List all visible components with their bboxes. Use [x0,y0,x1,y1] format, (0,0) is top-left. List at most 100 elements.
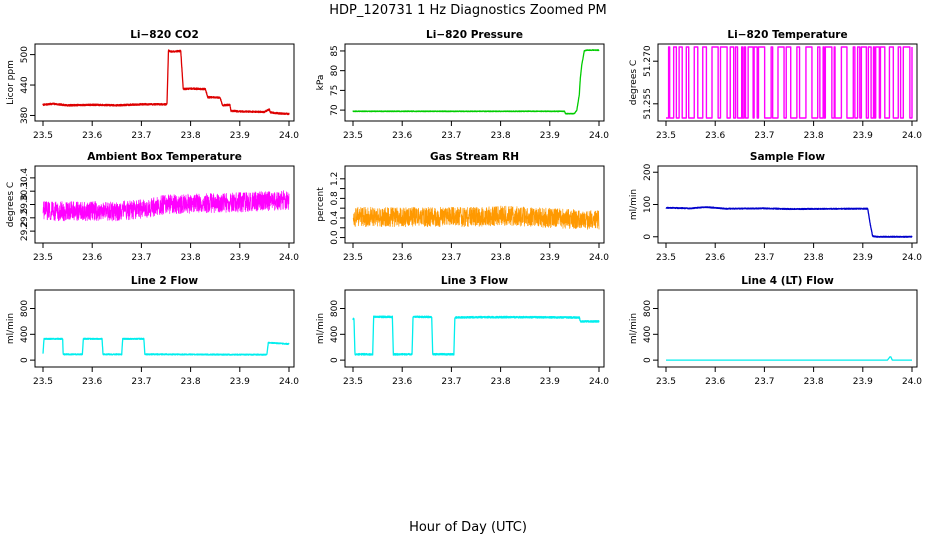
plot-frame [657,289,918,368]
y-tick-label: 0 [20,357,30,363]
y-axis-label: degrees C [6,182,16,227]
y-tick-label: 0.8 [330,191,340,206]
panel-title: Line 3 Flow [441,275,508,287]
x-tick-label: 23.6 [392,253,412,263]
y-axis-label: Licor ppm [6,60,16,105]
y-tick-label: 29.8 [20,194,30,214]
chart-panel-5: Gas Stream RH 23.5 23.6 23.7 23.8 23.9 24.0 0.0… [316,151,609,263]
x-tick-label: 24.0 [902,253,922,263]
series-line [666,46,913,119]
panel-title: Line 4 (LT) Flow [741,275,834,287]
y-tick-label: 500 [20,46,30,63]
y-tick-label: 80 [330,65,340,77]
panel-title: Line 2 Flow [131,275,198,287]
x-tick-label: 23.7 [441,131,461,141]
x-tick-label: 23.9 [853,377,873,387]
y-axis-label: kPa [316,75,326,91]
x-tick-label: 23.8 [491,131,511,141]
x-tick-label: 23.9 [540,253,560,263]
y-tick-label: 800 [20,300,30,317]
y-axis-label: ml/min [629,189,639,220]
y-tick-label: 30.1 [20,181,30,201]
x-tick-label: 23.9 [230,253,250,263]
panel-title: Li−820 Pressure [426,29,523,41]
x-tick-label: 23.5 [656,131,676,141]
x-tick-label: 23.7 [131,253,151,263]
y-tick-label: 0 [330,357,340,363]
chart-panel-1: Li−820 CO2 23.5 23.6 23.7 23.8 23.9 24.0 380 440… [6,29,299,141]
panel-title: Li−820 Temperature [727,29,847,41]
panel-title: Gas Stream RH [430,151,519,163]
x-tick-label: 23.8 [181,253,201,263]
y-tick-label: 0 [643,234,653,240]
series-line [352,205,600,230]
plot-frame [34,289,295,368]
series-line [352,49,600,115]
y-tick-label: 85 [330,45,340,56]
x-tick-label: 23.6 [82,377,102,387]
y-tick-label: 800 [643,300,653,317]
series-line [352,315,600,356]
x-tick-label: 23.8 [491,253,511,263]
chart-panel-4: Ambient Box Temperature 23.5 23.6 23.7 23.8 2… [6,151,299,263]
plot-frame [344,43,605,122]
plot-frame [344,165,605,244]
y-tick-label: 51.255 [643,88,653,120]
y-tick-label: 51.270 [643,45,653,77]
y-tick-label: 70 [330,104,340,116]
x-tick-label: 23.8 [804,377,824,387]
x-tick-label: 23.9 [853,131,873,141]
x-tick-label: 23.7 [754,131,774,141]
x-tick-label: 23.9 [230,377,250,387]
x-tick-label: 23.8 [491,377,511,387]
series-line [42,49,290,116]
panel-title: Ambient Box Temperature [87,151,242,163]
y-axis-label: ml/min [316,313,326,344]
x-tick-label: 23.5 [33,131,53,141]
figure-title: HDP_120731 1 Hz Diagnostics Zoomed PM [329,3,607,18]
x-tick-label: 24.0 [902,131,922,141]
x-tick-label: 24.0 [589,131,609,141]
y-tick-label: 800 [330,300,340,317]
plot-frame [34,43,295,122]
y-tick-label: 0 [643,357,653,363]
x-tick-label: 23.9 [540,377,560,387]
x-tick-label: 23.6 [392,377,412,387]
x-tick-label: 24.0 [589,253,609,263]
x-tick-label: 23.5 [656,253,676,263]
x-tick-label: 23.5 [656,377,676,387]
x-tick-label: 23.9 [230,131,250,141]
y-tick-label: 400 [643,325,653,342]
y-axis-label: ml/min [6,313,16,344]
plot-frame [657,43,918,122]
x-tick-label: 24.0 [902,377,922,387]
series-line [665,206,913,238]
plot-frame [657,165,918,244]
chart-panel-9: Line 4 (LT) Flow 23.5 23.6 23.7 23.8 23.9 24.0… [629,275,922,387]
y-tick-label: 100 [643,196,653,213]
y-tick-label: 380 [20,107,30,124]
x-tick-label: 24.0 [279,131,299,141]
y-tick-label: 30.4 [20,168,30,188]
chart-panels: Li−820 CO2 23.5 23.6 23.7 23.8 23.9 24.0 380 440… [6,29,922,387]
plot-frame [344,289,605,368]
x-tick-label: 23.8 [804,253,824,263]
panel-title: Li−820 CO2 [130,29,199,41]
chart-panel-2: Li−820 Pressure 23.5 23.6 23.7 23.8 23.9 24.0 7… [316,29,609,141]
x-tick-label: 23.6 [82,131,102,141]
chart-panel-3: Li−820 Temperature 23.5 23.6 23.7 23.8 23.9 24… [629,29,922,141]
y-tick-label: 440 [20,76,30,93]
series-line [42,337,290,356]
y-tick-label: 1.2 [330,172,340,186]
x-tick-label: 23.7 [754,377,774,387]
x-tick-label: 23.7 [131,377,151,387]
series-line [42,190,290,222]
x-tick-label: 23.5 [343,131,363,141]
y-tick-label: 0.4 [330,211,340,226]
y-tick-label: 29.5 [20,208,30,228]
x-tick-label: 24.0 [279,253,299,263]
x-tick-label: 23.5 [33,377,53,387]
x-tick-label: 23.9 [540,131,560,141]
x-tick-label: 24.0 [589,377,609,387]
